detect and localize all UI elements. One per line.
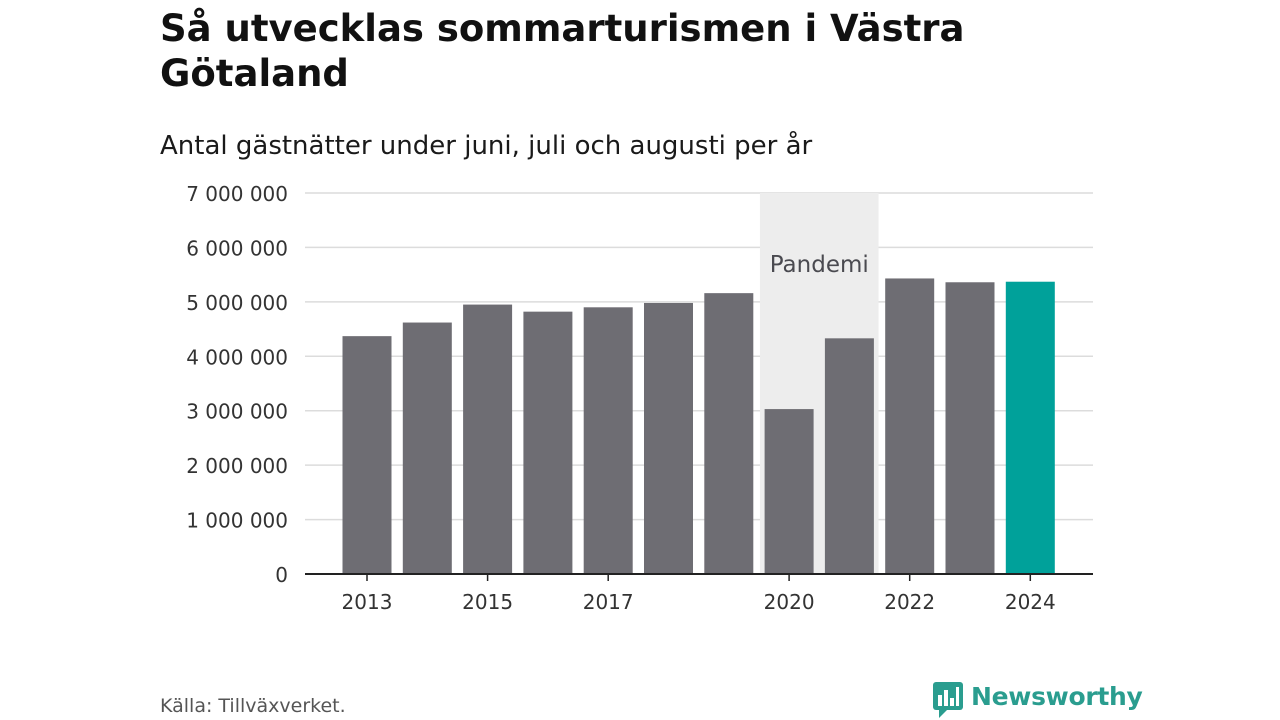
pandemic-label: Pandemi xyxy=(770,252,869,278)
x-tick-label: 2017 xyxy=(583,590,634,614)
bar-2021 xyxy=(824,338,874,574)
bar-2015 xyxy=(463,304,513,574)
chart-subtitle: Antal gästnätter under juni, juli och au… xyxy=(160,131,813,161)
bar-2013 xyxy=(342,336,392,574)
x-tick-label: 2022 xyxy=(884,590,935,614)
bar-2024 xyxy=(1005,281,1055,574)
y-tick-label: 1 000 000 xyxy=(186,509,288,533)
y-tick-label: 2 000 000 xyxy=(186,454,288,478)
x-tick-label: 2024 xyxy=(1005,590,1056,614)
bar-2019 xyxy=(704,293,754,574)
chart-title: Så utvecklas sommarturismen i Västra Göt… xyxy=(160,7,965,95)
x-tick-label: 2020 xyxy=(764,590,815,614)
y-tick-label: 0 xyxy=(275,563,288,587)
newsworthy-logo-text: Newsworthy xyxy=(971,682,1143,711)
bar-2016 xyxy=(523,311,573,574)
x-tick-label: 2015 xyxy=(462,590,513,614)
source-note: Källa: Tillväxverket. xyxy=(160,695,346,717)
bar-2022 xyxy=(885,278,935,574)
y-tick-label: 6 000 000 xyxy=(186,236,288,260)
bar-2020 xyxy=(764,409,814,574)
axes: 0 1 000 000 2 000 000 3 000 000 4 000 000 5 0… xyxy=(186,182,1093,614)
bar-2018 xyxy=(644,302,693,574)
bar-2014 xyxy=(402,322,452,574)
y-tick-label: 4 000 000 xyxy=(186,345,288,369)
newsworthy-logo[interactable]: Newsworthy xyxy=(933,682,1143,720)
bars xyxy=(342,278,1055,574)
bar-2017 xyxy=(583,307,633,574)
bar-2023 xyxy=(945,282,995,574)
newsworthy-logo-icon xyxy=(933,682,963,718)
y-tick-label: 3 000 000 xyxy=(186,400,288,424)
x-tick-label: 2013 xyxy=(342,590,393,614)
bar-chart: Pandemi 0 1 000 000 2 000 000 3 000 000 4 00… xyxy=(186,182,1093,614)
y-tick-label: 7 000 000 xyxy=(186,182,288,206)
y-tick-label: 5 000 000 xyxy=(186,291,288,315)
